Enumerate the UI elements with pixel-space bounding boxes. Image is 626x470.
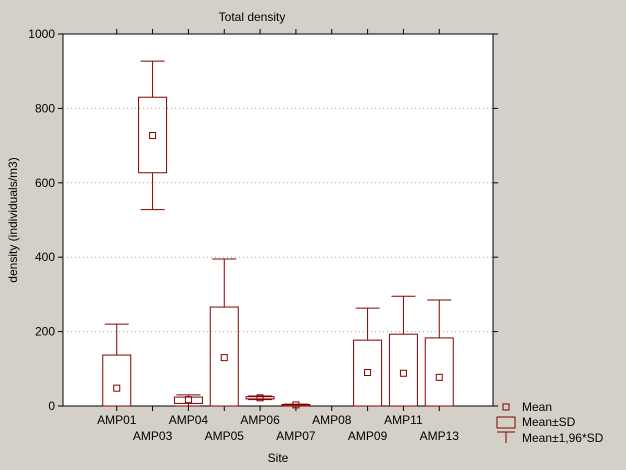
- y-tick-label: 0: [48, 399, 55, 413]
- x-tick-label: AMP04: [169, 413, 209, 427]
- x-axis-label: Site: [268, 451, 289, 465]
- box-amp07: [281, 401, 311, 409]
- mean-marker: [220, 354, 228, 362]
- data-marks: [102, 60, 454, 409]
- box-amp04: [173, 394, 203, 407]
- x-tick-label: AMP09: [348, 429, 388, 443]
- box-amp09: [353, 307, 383, 407]
- sd-box: [424, 337, 454, 407]
- y-tick-label: 200: [35, 325, 55, 339]
- x-axis: AMP01 AMP03 AMP04 AMP05 AMP06 AMP07 AMP08 AMP09…: [97, 29, 459, 443]
- sd-box: [388, 333, 418, 407]
- box-amp11: [388, 295, 418, 407]
- sd-box: [209, 306, 239, 407]
- x-tick-label: AMP05: [205, 429, 245, 443]
- x-tick-label: AMP03: [133, 429, 173, 443]
- x-tick-label: AMP06: [240, 413, 280, 427]
- legend-mean-label: Mean: [522, 400, 552, 414]
- sd-box: [245, 396, 275, 400]
- y-tick-label: 800: [35, 101, 55, 115]
- x-tick-label: AMP07: [276, 429, 316, 443]
- x-tick-label: AMP01: [97, 413, 137, 427]
- x-tick-label: AMP13: [420, 429, 460, 443]
- box-amp03: [138, 60, 168, 211]
- sd-box: [138, 96, 168, 174]
- legend-ci-marker: [497, 431, 515, 443]
- mean-marker: [364, 369, 372, 377]
- y-axis: 0 200 400 600 800 1000: [28, 27, 498, 413]
- x-tick-label: AMP08: [312, 413, 352, 427]
- plot-area: [62, 33, 494, 407]
- legend-mean-marker: [502, 403, 510, 411]
- y-tick-label: 1000: [28, 27, 55, 41]
- legend-sd-label: Mean±SD: [522, 415, 576, 429]
- box-amp01: [102, 323, 132, 407]
- legend: Mean Mean±SD Mean±1,96*SD: [496, 400, 604, 445]
- y-axis-label: density (individuals/m3): [6, 157, 20, 282]
- mean-marker: [292, 401, 300, 409]
- mean-marker: [184, 396, 192, 404]
- y-tick-label: 400: [35, 250, 55, 264]
- mean-marker: [149, 132, 157, 140]
- legend-ci-label: Mean±1,96*SD: [522, 431, 604, 445]
- mean-marker: [113, 384, 121, 392]
- y-tick-label: 600: [35, 176, 55, 190]
- mean-marker: [399, 369, 407, 377]
- legend-sd-marker: [496, 416, 516, 429]
- mean-marker: [256, 394, 264, 402]
- chart-title: Total density: [219, 10, 286, 24]
- mean-marker: [435, 373, 443, 381]
- box-amp06: [245, 394, 275, 402]
- box-amp13: [424, 299, 454, 407]
- sd-box: [102, 354, 132, 407]
- x-tick-label: AMP11: [384, 413, 423, 427]
- sd-box: [281, 404, 311, 407]
- sd-box: [353, 339, 383, 407]
- box-amp05: [209, 258, 239, 407]
